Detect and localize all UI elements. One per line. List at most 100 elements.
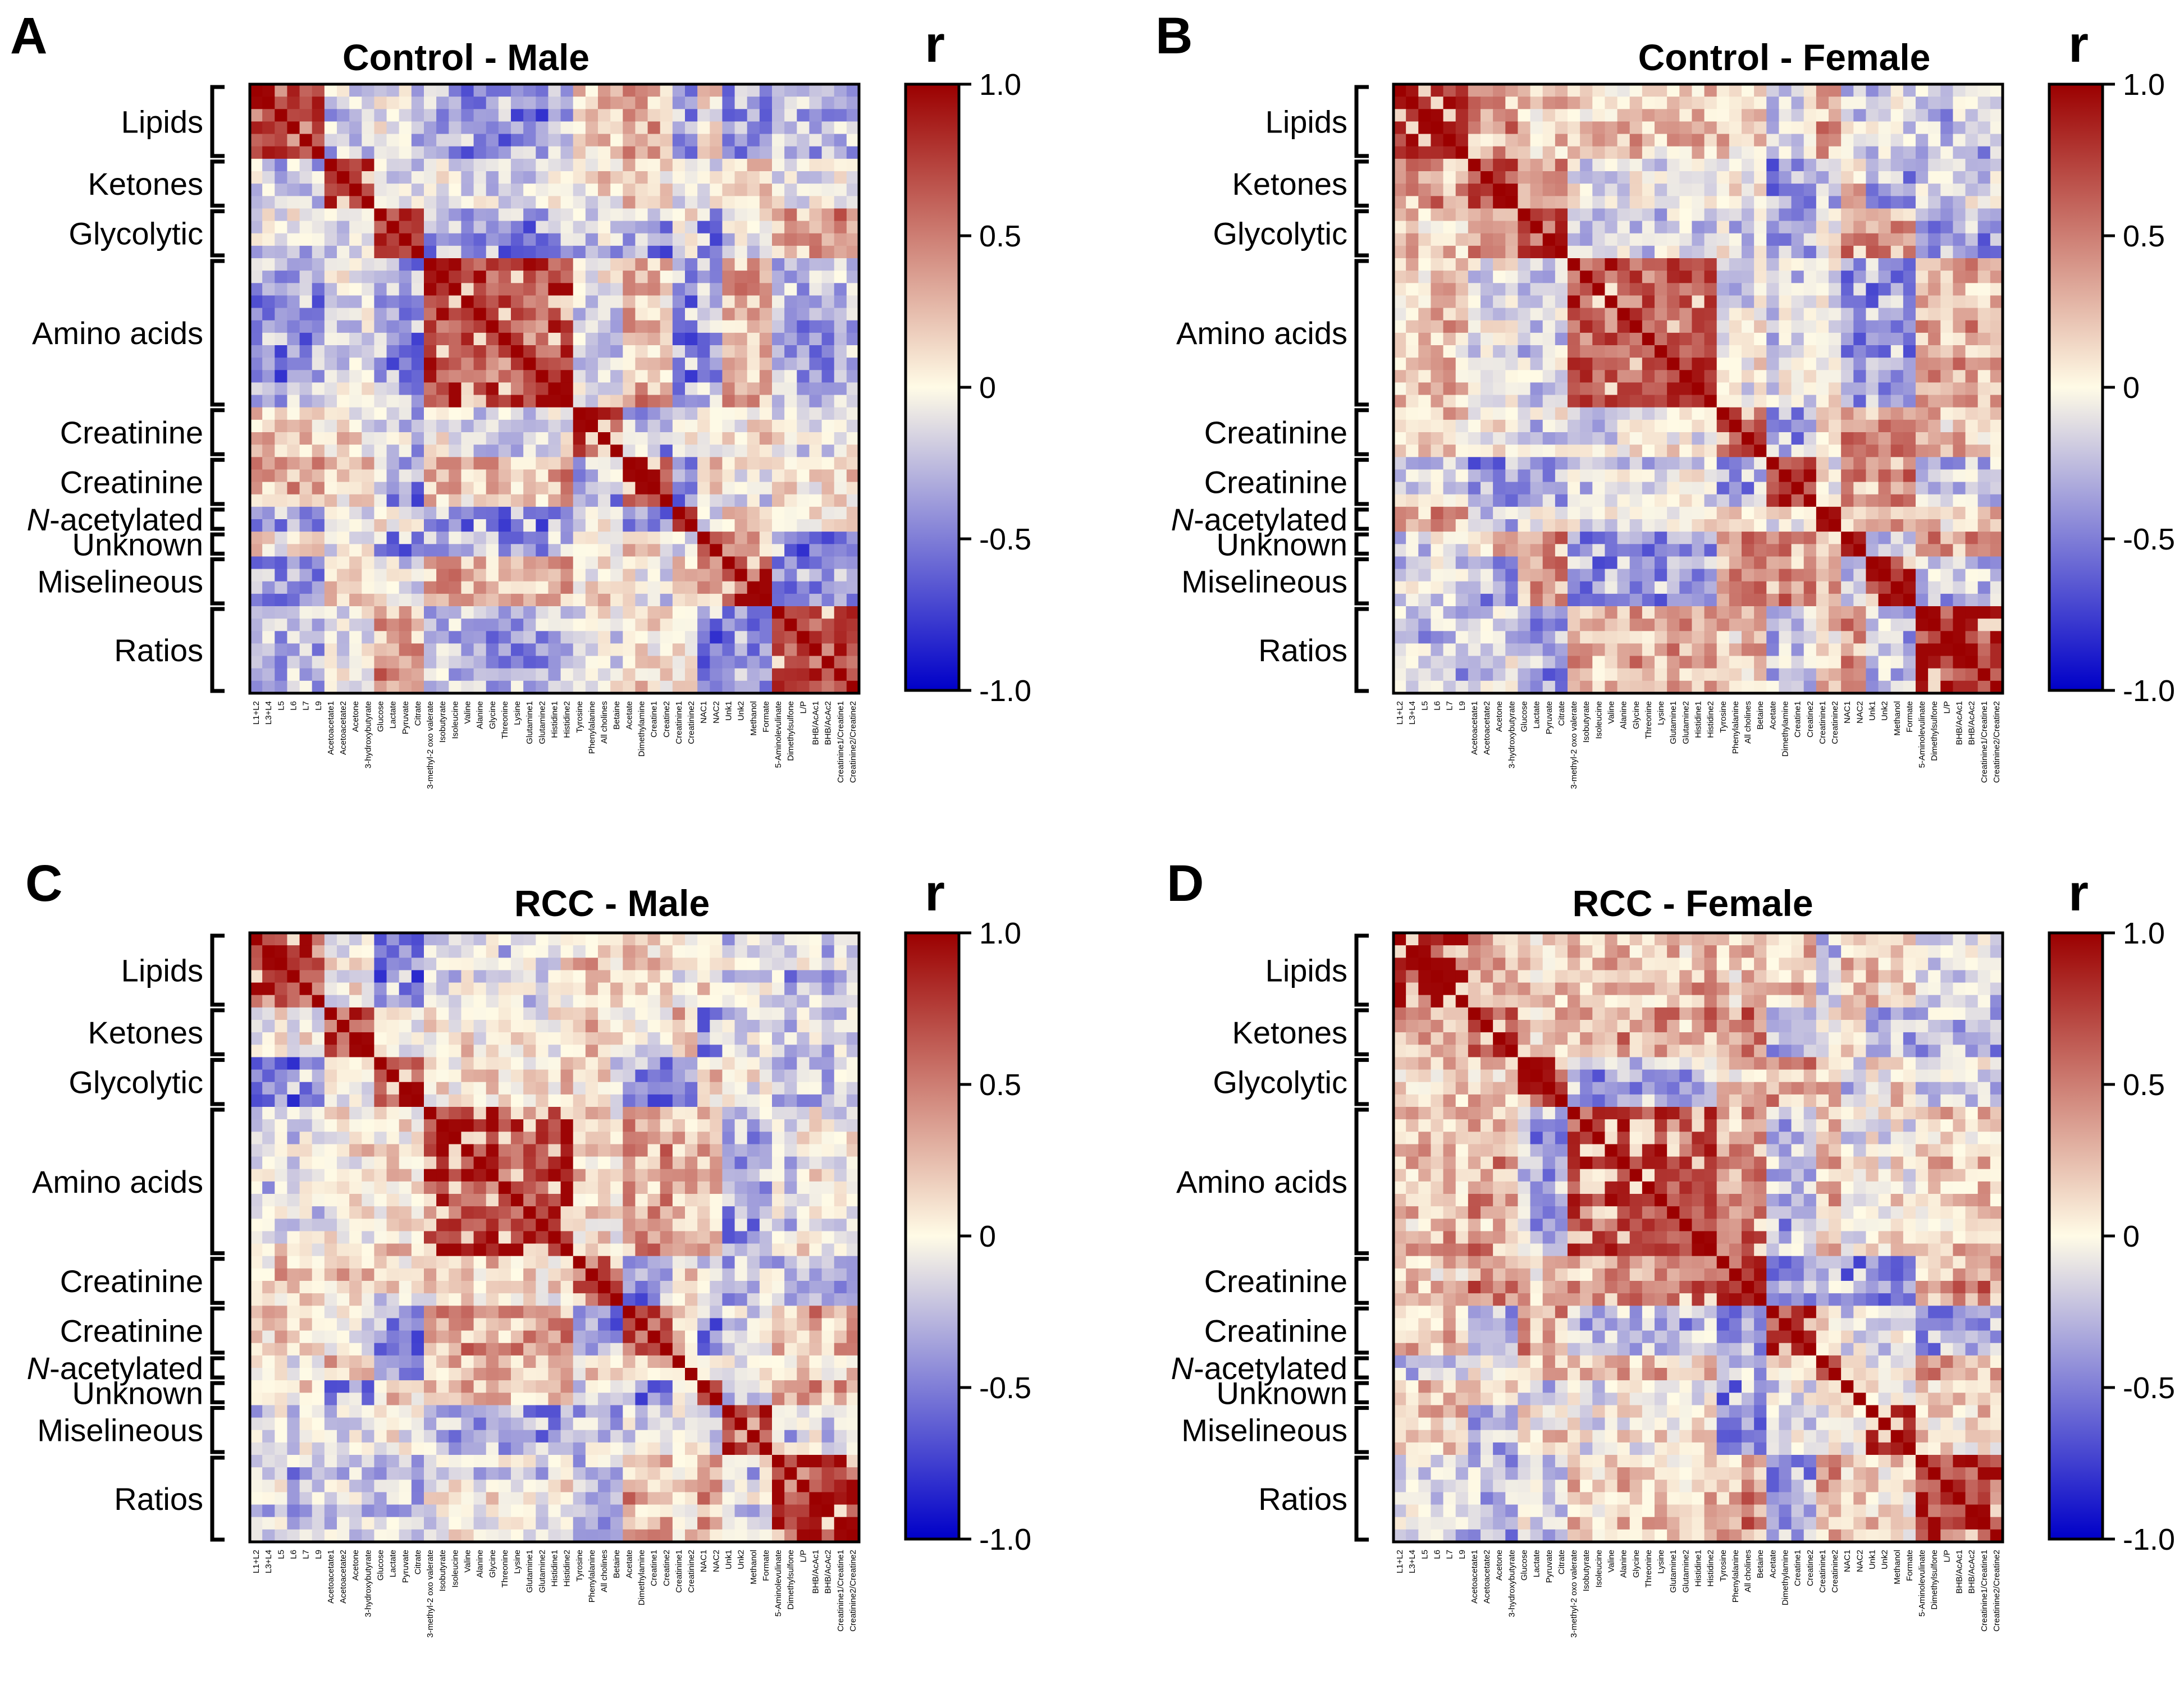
heatmap-cell [697,320,710,333]
x-tick-label: Lysine [1656,701,1666,725]
heatmap-cell [424,506,437,520]
heatmap-cell [1965,345,1979,358]
heatmap-cell [1977,345,1991,358]
heatmap-cell [473,569,487,582]
heatmap-cell [275,593,288,607]
heatmap-cell [1953,619,1966,631]
heatmap-cell [362,395,375,408]
heatmap-cell [1393,358,1406,370]
heatmap-cell [610,233,623,246]
heatmap-cell [1803,97,1817,109]
heatmap-cell [1853,245,1867,259]
heatmap-cell [697,358,710,370]
heatmap-cell [1605,332,1618,346]
heatmap-cell [1841,245,1854,259]
heatmap-cell [1829,643,1842,657]
heatmap-cell [722,556,735,570]
heatmap-cell [1878,482,1891,495]
heatmap-cell [1667,643,1680,657]
heatmap-cell [1903,581,1916,594]
heatmap-cell [1629,184,1643,196]
heatmap-cell [821,97,835,109]
heatmap-cell [734,432,748,445]
heatmap-cell [1592,382,1606,396]
heatmap-cell [1803,494,1817,507]
heatmap-cell [1518,221,1531,234]
heatmap-cell [672,109,686,122]
heatmap-cell [685,171,698,184]
heatmap-cell [1568,544,1580,557]
heatmap-cell [1803,245,1817,259]
heatmap-cell [1667,245,1680,259]
heatmap-cell [1754,506,1767,520]
heatmap-cell [834,271,847,283]
heatmap-cell [1829,84,1842,97]
heatmap-cell [1642,643,1655,657]
heatmap-cell [312,158,325,172]
heatmap-cell [821,631,835,644]
heatmap-cell [821,134,835,147]
heatmap-cell [1791,345,1804,358]
heatmap-cell [498,184,511,196]
heatmap-cell [672,593,686,607]
heatmap-cell [784,258,797,271]
heatmap-cell [1754,419,1767,433]
heatmap-cell [560,146,574,159]
heatmap-cell [1406,619,1419,631]
heatmap-cell [1406,532,1419,544]
heatmap-cell [1742,332,1754,346]
heatmap-cell [536,581,549,594]
heatmap-cell [1916,184,1929,196]
heatmap-cell [1866,308,1879,321]
heatmap-cell [1679,457,1693,470]
heatmap-cell [1878,631,1891,644]
heatmap-cell [1518,532,1531,544]
heatmap-cell [1853,395,1867,408]
heatmap-cell [1518,134,1531,147]
heatmap-cell [275,544,288,557]
heatmap-cell [1766,345,1780,358]
heatmap-cell [573,482,586,495]
x-tick-label: 3-hydroxybutyrate [1507,701,1516,768]
heatmap-cell [1592,358,1606,370]
heatmap-cell [1431,506,1444,520]
heatmap-cell [722,656,735,669]
heatmap-cell [697,233,710,246]
heatmap-cell [1866,407,1879,420]
heatmap-cell [1605,532,1618,544]
heatmap-cell [672,680,686,694]
heatmap-cell [1493,569,1506,582]
heatmap-cell [784,432,797,445]
heatmap-cell [660,283,673,296]
heatmap-cell [635,345,648,358]
heatmap-cell [809,680,823,694]
heatmap-cell [536,619,549,631]
heatmap-cell [672,208,686,222]
heatmap-cell [1878,469,1891,483]
heatmap-cell [1655,258,1667,271]
heatmap-cell [1990,208,2003,222]
heatmap-cell [1816,134,1829,147]
heatmap-cell [722,332,735,346]
heatmap-cell [1530,656,1543,669]
heatmap-cell [498,532,511,544]
heatmap-cell [424,97,437,109]
heatmap-cell [747,221,760,234]
heatmap-cell [1754,494,1767,507]
heatmap-cell [1816,84,1829,97]
heatmap-cell [1667,469,1680,483]
heatmap-cell [1742,109,1754,122]
heatmap-cell [1542,196,1556,209]
heatmap-cell [1605,419,1618,433]
heatmap-cell [324,519,337,532]
heatmap-cell [1667,208,1680,222]
heatmap-cell [1829,245,1842,259]
heatmap-cell [299,445,313,457]
heatmap-cell [1965,668,1979,681]
heatmap-cell [250,258,263,271]
heatmap-cell [362,619,375,631]
heatmap-cell [1481,233,1493,246]
heatmap-cell [623,581,636,594]
heatmap-cell [1692,245,1705,259]
heatmap-cell [473,457,487,470]
